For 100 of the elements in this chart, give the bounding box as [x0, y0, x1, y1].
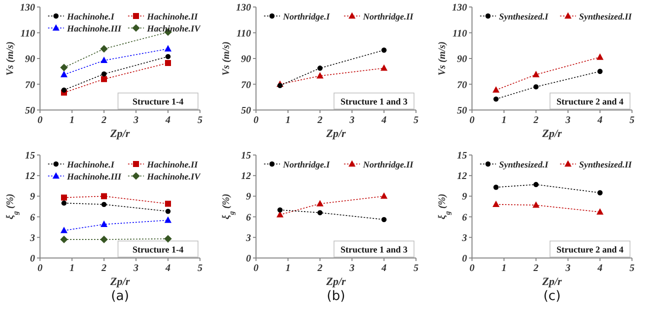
x-tick-label: 5: [414, 115, 418, 126]
point: [532, 201, 540, 208]
legend-label: Northridge.I: [282, 12, 330, 22]
point: [101, 71, 107, 77]
point: [100, 220, 108, 227]
y-tick-label: 12: [25, 171, 35, 182]
x-tick-label: 1: [286, 115, 290, 126]
point: [493, 184, 499, 190]
legend-label: Synthesized.I: [499, 160, 549, 170]
point: [165, 200, 171, 207]
legend-label: Hachinohe.III: [66, 24, 122, 34]
legend-label: Hachinohe.II: [146, 160, 198, 170]
y-tick-label: 130: [452, 2, 467, 14]
y-tick-label: 70: [457, 80, 467, 91]
legend-label: Synthesized.II: [579, 160, 632, 170]
x-tick-label: 3: [564, 115, 570, 126]
y-tick-label: 9: [462, 192, 467, 203]
point: [597, 68, 603, 74]
y-tick-label: 50: [241, 106, 251, 116]
y-tick-label: 130: [236, 2, 251, 14]
point: [164, 234, 172, 243]
x-tick-label: 0: [38, 115, 42, 126]
point: [596, 208, 604, 215]
y-tick-label: 110: [452, 28, 467, 40]
point: [317, 66, 323, 71]
y-tick-label: 6: [462, 212, 467, 224]
x-tick-label: 2: [532, 115, 538, 126]
y-tick-label: 90: [241, 54, 251, 65]
point: [60, 226, 68, 234]
point: [164, 45, 172, 52]
y-tick-label: 15: [25, 150, 35, 162]
legend-label: Synthesized.I: [499, 12, 549, 22]
y-tick-label: 50: [457, 106, 467, 116]
y-tick-label: 6: [246, 212, 251, 224]
x-tick-label: 0: [254, 263, 258, 274]
x-tick-label: 3: [564, 263, 570, 274]
x-tick-label: 1: [70, 115, 74, 126]
point: [101, 202, 107, 208]
y-tick-label: 110: [20, 28, 35, 40]
y-tick-label: 0: [246, 254, 251, 264]
x-tick-label: 2: [532, 263, 538, 274]
y-tick-label: 130: [20, 2, 35, 14]
annotation: Structure 1 and 3: [340, 96, 408, 106]
x-tick-label: 5: [414, 263, 418, 274]
x-tick-label: 4: [596, 263, 602, 274]
point: [100, 236, 108, 244]
x-tick-label: 1: [286, 263, 290, 274]
x-axis-title: Zp/r: [541, 128, 562, 140]
point: [532, 70, 540, 78]
point: [61, 87, 67, 93]
point: [597, 190, 603, 196]
point: [596, 53, 604, 60]
x-tick-label: 5: [198, 115, 202, 126]
y-tick-label: 90: [457, 54, 467, 65]
point: [316, 72, 324, 78]
x-axis-title: Zp/r: [325, 276, 346, 288]
legend-label: Hachinohe.IV: [146, 172, 202, 182]
y-tick-label: 70: [241, 80, 251, 91]
x-axis-title: Zp/r: [541, 276, 562, 288]
annotation: Structure 1-4: [132, 244, 184, 254]
y-tick-label: 90: [25, 54, 35, 65]
x-tick-label: 5: [630, 115, 634, 126]
annotation: Structure 1 and 3: [340, 244, 408, 254]
x-tick-label: 0: [470, 115, 474, 126]
y-tick-label: 3: [461, 232, 467, 244]
point: [101, 76, 107, 82]
point: [101, 193, 107, 200]
legend-label: Hachinohe.II: [146, 12, 198, 22]
legend-label: Northridge.I: [282, 160, 330, 170]
point: [380, 192, 388, 199]
x-tick-label: 3: [348, 263, 354, 274]
y-tick-label: 12: [241, 171, 251, 182]
x-tick-label: 4: [380, 263, 386, 274]
legend-label: Northridge.II: [362, 160, 414, 170]
legend-label: Synthesized.II: [579, 12, 632, 22]
x-tick-label: 5: [198, 263, 202, 274]
point: [277, 82, 283, 88]
text: (a): [110, 289, 130, 304]
x-tick-label: 1: [70, 263, 74, 274]
x-axis-title: Zp/r: [109, 276, 130, 288]
y-axis-title: Vs (m/s): [5, 41, 16, 76]
x-tick-label: 0: [470, 263, 474, 274]
text: (c): [543, 289, 561, 304]
x-tick-label: 4: [380, 115, 386, 126]
y-tick-label: 3: [245, 232, 251, 244]
x-tick-label: 0: [254, 115, 258, 126]
x-tick-label: 4: [596, 115, 602, 126]
y-tick-label: 70: [25, 80, 35, 91]
y-axis-title: Vs (m/s): [221, 41, 232, 76]
x-tick-label: 4: [164, 115, 170, 126]
x-tick-label: 2: [100, 115, 106, 126]
y-tick-label: 9: [246, 192, 251, 203]
annotation: Structure 1-4: [132, 96, 184, 106]
y-tick-label: 12: [457, 171, 467, 182]
point: [165, 60, 171, 66]
y-tick-label: 9: [30, 192, 35, 203]
legend-label: Hachinohe.I: [66, 12, 115, 22]
y-tick-label: 110: [236, 28, 251, 40]
point: [381, 48, 387, 53]
legend-label: Hachinohe.I: [66, 160, 115, 170]
